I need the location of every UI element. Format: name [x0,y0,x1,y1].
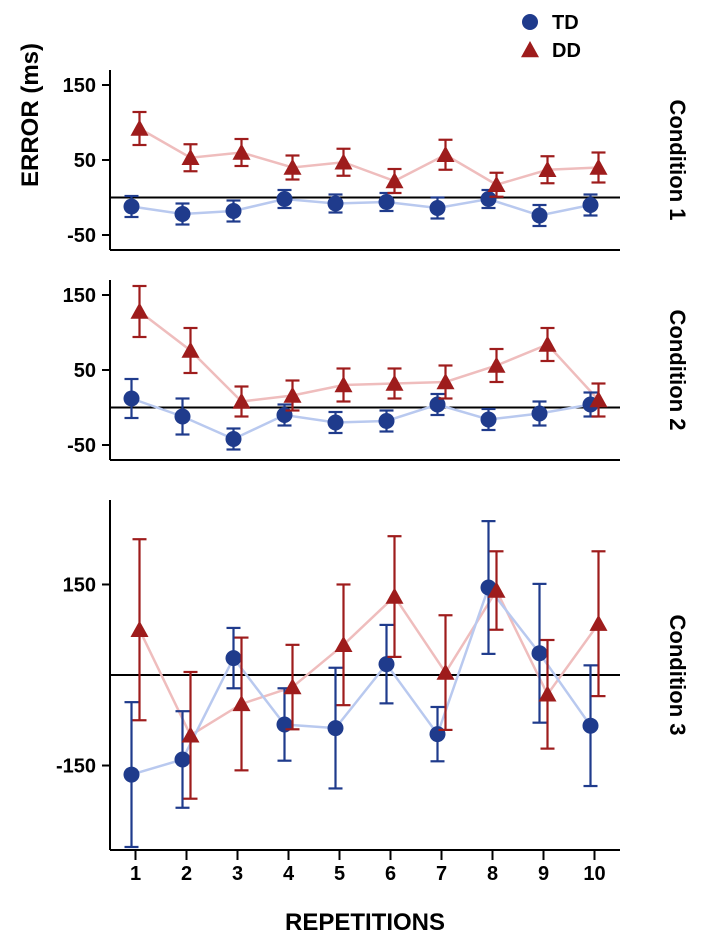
marker-td [124,199,140,215]
legend-marker-td [522,14,538,30]
panel-label-2: Condition 2 [665,310,690,431]
marker-td [583,197,599,213]
y-tick-label: -150 [56,756,96,778]
chart-figure: TDDDERROR (ms)-5050150Condition 1-505015… [0,0,712,947]
y-tick-label: 50 [74,360,96,382]
marker-td [532,208,548,224]
x-tick-label: 9 [538,863,549,885]
x-tick-label: 3 [232,863,243,885]
marker-td [226,203,242,219]
marker-td [124,767,140,783]
x-tick-label: 2 [181,863,192,885]
marker-td [532,645,548,661]
marker-td [379,194,395,210]
y-tick-label: -50 [67,225,96,247]
x-tick-label: 8 [487,863,498,885]
marker-td [175,206,191,222]
x-tick-label: 1 [130,863,141,885]
marker-td [430,200,446,216]
marker-td [277,191,293,207]
marker-td [481,191,497,207]
marker-td [226,650,242,666]
marker-td [175,751,191,767]
marker-td [328,415,344,431]
x-tick-label: 7 [436,863,447,885]
legend-label-td: TD [552,12,579,34]
x-tick-label: 4 [283,863,295,885]
marker-td [328,720,344,736]
marker-td [583,718,599,734]
panel-label-1: Condition 1 [665,100,690,221]
marker-td [175,409,191,425]
marker-td [430,726,446,742]
y-tick-label: 150 [63,574,96,596]
marker-td [379,413,395,429]
marker-td [226,431,242,447]
y-tick-label: 150 [63,285,96,307]
marker-td [124,391,140,407]
marker-td [532,406,548,422]
marker-td [481,412,497,428]
x-tick-label: 6 [385,863,396,885]
y-tick-label: 150 [63,75,96,97]
y-tick-label: 50 [74,150,96,172]
panel-label-3: Condition 3 [665,615,690,736]
x-tick-label: 10 [583,863,605,885]
legend-label-dd: DD [552,40,581,62]
marker-td [328,196,344,212]
y-tick-label: -50 [67,435,96,457]
y-axis-title: ERROR (ms) [17,43,44,187]
x-axis-title: REPETITIONS [285,909,445,936]
marker-td [379,656,395,672]
x-tick-label: 5 [334,863,345,885]
